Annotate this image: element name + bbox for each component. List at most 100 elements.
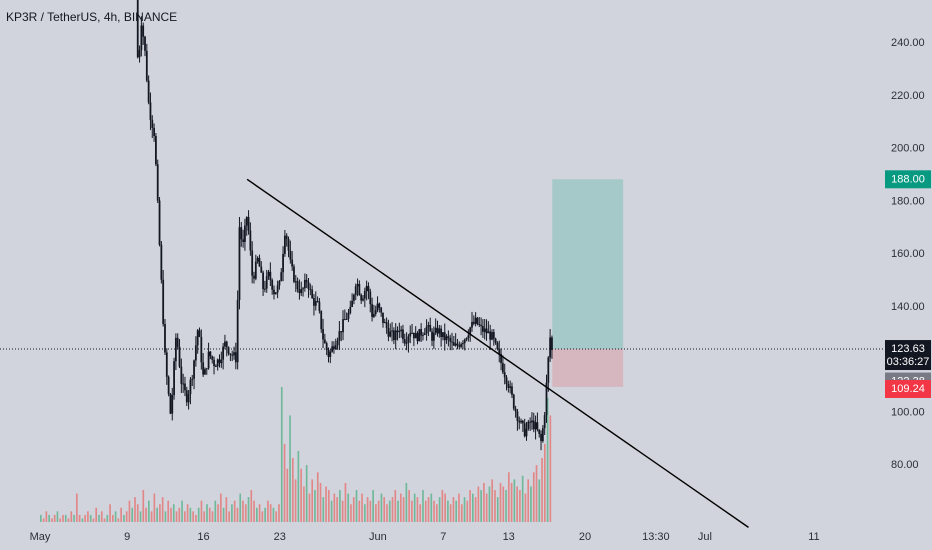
candle-body xyxy=(407,336,410,343)
trendline[interactable] xyxy=(246,178,749,528)
volume-bar xyxy=(347,493,350,522)
volume-bar xyxy=(64,514,67,522)
candle-body xyxy=(405,342,408,344)
candle-body xyxy=(425,326,428,334)
candle-body xyxy=(367,286,370,292)
volume-bar xyxy=(236,507,239,522)
volume-bar xyxy=(494,490,496,522)
volume-bar xyxy=(394,490,397,522)
candle-body xyxy=(396,330,399,333)
volume-bar xyxy=(485,493,488,522)
stop-zone[interactable] xyxy=(552,349,624,387)
candle-body xyxy=(342,319,344,333)
volume-bar xyxy=(463,497,466,522)
candle-body xyxy=(276,285,279,293)
candle-body xyxy=(432,332,435,341)
volume-bar xyxy=(433,500,435,522)
volume-bar xyxy=(239,493,242,522)
target-zone[interactable] xyxy=(552,179,624,350)
volume-bar xyxy=(483,482,485,522)
candle-body xyxy=(409,333,412,337)
volume-bar xyxy=(139,511,142,522)
candle-body xyxy=(269,271,272,281)
volume-bar xyxy=(161,497,164,522)
candle-body xyxy=(516,411,519,421)
candle-body xyxy=(180,366,183,384)
candle-body xyxy=(545,382,548,416)
volume-bar xyxy=(308,493,311,522)
x-tick-label: 16 xyxy=(197,531,209,543)
candle-body xyxy=(207,351,210,369)
x-tick-label: May xyxy=(30,531,51,543)
candle-body xyxy=(282,253,284,273)
candle-body xyxy=(485,328,488,334)
volume-bar xyxy=(73,514,75,522)
candle-body xyxy=(220,359,223,364)
candle-body xyxy=(391,330,393,332)
candle-body xyxy=(204,369,206,375)
volume-bar xyxy=(358,500,361,522)
volume-bar xyxy=(111,514,114,522)
candle-body xyxy=(353,294,355,301)
candle-body xyxy=(382,312,384,323)
candle-body xyxy=(251,250,254,276)
volume-bar xyxy=(170,507,172,522)
candle-body xyxy=(222,346,225,360)
candle-body xyxy=(218,359,221,364)
volume-bar xyxy=(519,490,521,522)
volume-bar xyxy=(477,486,480,522)
volume-bar xyxy=(330,500,333,522)
candle-body xyxy=(402,329,404,340)
candle-body xyxy=(442,332,444,337)
candle-body xyxy=(264,288,266,290)
volume-bar xyxy=(214,500,217,522)
candle-body xyxy=(233,352,235,356)
volume-bar xyxy=(142,490,145,522)
volume-bar xyxy=(380,493,383,522)
candle-body xyxy=(541,428,544,442)
candle-body xyxy=(227,347,230,354)
volume-bar xyxy=(507,472,510,522)
candle-body xyxy=(447,336,450,338)
candle-body xyxy=(445,336,448,341)
candle-body xyxy=(471,321,473,328)
chart-title: KP3R / TetherUS, 4h, BINANCE xyxy=(6,10,177,24)
candle-body xyxy=(293,266,295,282)
candle-body xyxy=(529,421,532,423)
volume-bar xyxy=(211,511,214,522)
volume-bar xyxy=(300,468,302,522)
candle-body xyxy=(511,386,513,395)
volume-bar xyxy=(344,482,347,522)
candle-body xyxy=(467,335,470,339)
volume-bar xyxy=(134,497,136,522)
candle-body xyxy=(158,200,161,245)
candle-body xyxy=(538,429,541,434)
candle-body xyxy=(462,343,464,345)
volume-bar xyxy=(466,500,469,522)
candle-body xyxy=(142,25,145,37)
volume-bar xyxy=(42,518,45,522)
candle-body xyxy=(345,318,348,320)
volume-bar xyxy=(89,514,92,522)
volume-bar xyxy=(516,486,518,522)
candle-body xyxy=(512,394,515,409)
candle-body xyxy=(460,344,463,347)
volume-bar xyxy=(541,458,543,522)
candle-body xyxy=(534,422,537,430)
candle-body xyxy=(184,383,186,391)
volume-bar xyxy=(255,507,258,522)
candle-body xyxy=(242,239,245,242)
volume-bar xyxy=(183,511,186,522)
candle-body xyxy=(498,349,501,354)
candle-body xyxy=(198,330,201,337)
volume-bar xyxy=(303,486,305,522)
volume-bar xyxy=(397,500,399,522)
volume-bar xyxy=(336,497,338,522)
candle-body xyxy=(476,317,479,324)
candle-body xyxy=(216,359,219,367)
volume-bar xyxy=(435,504,438,522)
candle-body xyxy=(385,322,388,329)
volume-bar xyxy=(131,507,134,522)
candle-body xyxy=(422,334,424,336)
